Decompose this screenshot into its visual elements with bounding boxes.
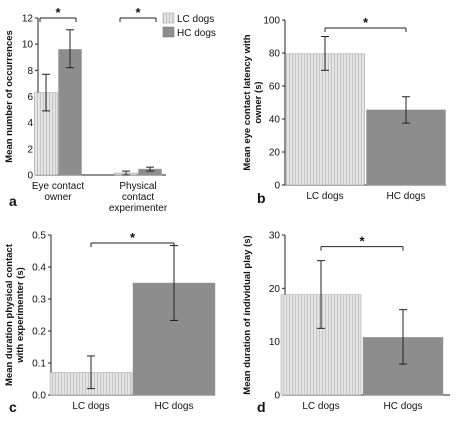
x-category-label: LC dogs [306,191,343,202]
y-tick-label: 40 [269,115,281,126]
y-tick-label: 60 [269,82,281,93]
y-tick-label: 10 [269,337,281,348]
y-tick-label: 2 [27,144,33,155]
significance-star: * [363,15,369,30]
y-tick-label: 12 [22,14,34,25]
y-tick-label: 6 [27,92,33,103]
significance-star: * [55,5,61,20]
y-tick-label: 0.4 [32,263,46,274]
significance-star: * [135,5,141,20]
y-tick-label: 0.2 [32,327,46,338]
y-tick-label: 10 [22,40,34,51]
y-tick-label: 100 [263,16,280,27]
legend: LC dogs HC dogs [162,12,216,39]
significance-star: * [359,234,365,249]
y-axis-label: owner (s) [253,81,264,123]
y-tick-label: 8 [27,66,33,77]
x-category-label: HC dogs [387,191,426,202]
panel-d: 0 10 20 30 Mean duration of individual play … [242,231,450,415]
y-axis-label: Mean eye contact latency with [242,34,253,170]
y-axis-label: Mean duration physical contact [4,243,15,386]
y-tick-label: 0.5 [32,231,46,242]
panel-letter: d [257,399,266,415]
x-category-label: HC dogs [155,401,194,412]
x-category-label: HC dogs [384,401,423,412]
legend-swatch-lc [162,12,175,24]
y-tick-label: 0 [27,171,33,182]
panel-letter: b [257,190,266,206]
y-tick-label: 0.3 [32,295,46,306]
panel-letter: a [9,193,17,209]
x-category-label: owner [44,192,72,203]
panel-b: 0 20 40 60 80 100 Mean eye contact latency wit… [242,15,446,206]
legend-label: LC dogs [177,14,214,25]
y-tick-label: 0 [274,181,280,192]
panel-c: 0.0 0.1 0.2 0.3 0.4 0.5 Mean duration physical… [4,230,216,415]
y-tick-label: 20 [269,284,281,295]
x-category-label: experimenter [109,203,168,214]
x-category-label: LC dogs [72,401,109,412]
y-tick-label: 4 [27,118,33,129]
panel-a: 0 2 4 6 8 10 12 Mean number of occurrences Eye c… [4,5,216,214]
panel-letter: c [9,399,17,415]
y-tick-label: 0 [274,391,280,402]
bar-hc-dogs [58,49,82,176]
y-tick-label: 0.0 [32,391,46,402]
y-tick-label: 80 [269,49,281,60]
legend-swatch-hc [162,26,175,38]
y-tick-label: 0.1 [32,359,46,370]
x-category-label: contact [122,192,154,203]
x-category-label: Physical [119,181,156,192]
x-category-label: Eye contact [32,181,84,192]
y-tick-label: 20 [269,148,281,159]
x-category-label: LC dogs [302,401,339,412]
significance-star: * [130,230,136,245]
y-axis-label: Mean duration of individual play (s) [242,235,253,394]
y-tick-label: 30 [269,231,281,242]
y-axis-label: with experimenter (s) [15,267,26,364]
y-axis-label: Mean number of occurrences [4,30,15,163]
legend-label: HC dogs [177,28,216,39]
bar-lc-dogs [285,53,365,186]
